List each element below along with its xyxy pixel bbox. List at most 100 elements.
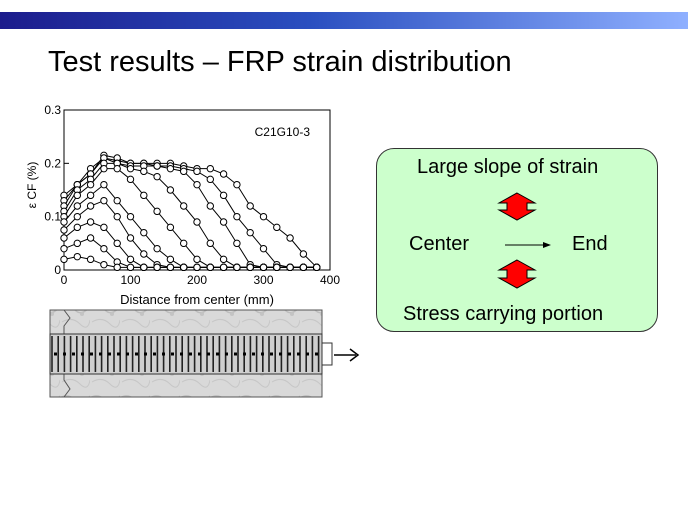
data-point xyxy=(206,175,215,184)
data-point xyxy=(73,202,82,210)
data-point xyxy=(233,263,241,272)
data-point xyxy=(166,223,175,232)
data-point xyxy=(140,263,148,272)
center-to-end-arrow-head xyxy=(543,242,551,248)
data-point xyxy=(153,207,161,216)
x-tick-label: 0 xyxy=(61,273,68,287)
data-point xyxy=(126,263,135,272)
data-point xyxy=(273,223,281,232)
x-axis-label: Distance from center (mm) xyxy=(120,292,274,307)
data-point xyxy=(219,263,228,272)
data-point xyxy=(86,180,95,189)
data-point xyxy=(233,180,241,189)
data-point xyxy=(126,175,135,184)
data-point xyxy=(206,164,215,173)
data-point xyxy=(180,167,188,176)
data-point xyxy=(86,234,95,242)
direction-arrow-head xyxy=(349,348,360,362)
data-point xyxy=(73,223,82,232)
y-axis-label: ε CF (%) xyxy=(25,162,39,209)
data-point xyxy=(206,263,215,272)
data-point xyxy=(86,202,95,210)
end-cap xyxy=(321,342,333,366)
data-point xyxy=(100,196,108,205)
y-tick-label: 0 xyxy=(54,263,61,277)
data-point xyxy=(153,162,161,170)
data-point xyxy=(113,263,121,272)
double-arrow-icon-2 xyxy=(497,259,537,289)
data-point xyxy=(113,196,121,205)
summary-panel xyxy=(376,148,658,332)
data-point xyxy=(140,191,148,200)
y-tick-label: 0.3 xyxy=(44,103,61,117)
data-point xyxy=(100,260,108,269)
data-point xyxy=(246,202,254,210)
data-point xyxy=(113,212,121,221)
data-point xyxy=(73,191,82,200)
data-point xyxy=(233,239,241,248)
data-point xyxy=(206,239,215,248)
series-10 xyxy=(60,252,321,272)
data-point xyxy=(126,255,135,264)
data-point xyxy=(166,186,175,194)
data-point xyxy=(219,170,228,178)
data-point xyxy=(126,212,135,221)
data-point xyxy=(193,167,201,176)
data-point xyxy=(126,234,135,242)
data-point xyxy=(180,239,188,248)
x-tick-label: 300 xyxy=(253,273,273,287)
data-point xyxy=(73,252,82,261)
data-point xyxy=(299,263,308,272)
data-point xyxy=(73,239,82,248)
data-point xyxy=(180,263,188,272)
data-point xyxy=(60,244,68,253)
data-point xyxy=(313,263,321,272)
data-point xyxy=(140,167,148,176)
data-point xyxy=(100,223,108,232)
data-point xyxy=(273,263,281,272)
data-point xyxy=(60,218,68,226)
data-point xyxy=(140,250,148,258)
data-point xyxy=(100,244,108,253)
data-point xyxy=(60,226,68,234)
data-point xyxy=(100,164,108,173)
data-point xyxy=(219,218,228,226)
x-tick-label: 400 xyxy=(320,273,340,287)
data-point xyxy=(233,212,241,221)
chart-annotation: C21G10-3 xyxy=(255,125,311,139)
double-arrow-icon xyxy=(497,192,537,221)
title-bar-gradient xyxy=(0,12,688,29)
data-point xyxy=(259,212,268,221)
data-point xyxy=(286,263,294,272)
data-point xyxy=(259,263,268,272)
data-point xyxy=(100,180,108,189)
panel-center-label: Center xyxy=(409,233,470,255)
data-point xyxy=(153,172,161,181)
data-point xyxy=(153,263,161,272)
panel-line-3: Stress carrying portion xyxy=(403,303,604,325)
data-point xyxy=(193,218,201,226)
data-point xyxy=(286,234,294,242)
data-point xyxy=(166,255,175,264)
data-point xyxy=(246,263,254,272)
data-point xyxy=(299,250,308,258)
panel-line-1: Large slope of strain xyxy=(417,156,599,178)
data-point xyxy=(193,263,201,272)
data-point xyxy=(86,255,95,264)
data-point xyxy=(180,202,188,210)
x-tick-label: 100 xyxy=(120,273,140,287)
data-point xyxy=(126,164,135,173)
y-tick-label: 0.2 xyxy=(44,156,61,170)
data-point xyxy=(60,234,68,242)
data-point xyxy=(140,228,148,237)
slide-title: Test results – FRP strain distribution xyxy=(48,46,512,78)
data-point xyxy=(73,212,82,221)
panel-end-label: End xyxy=(572,233,608,255)
data-point xyxy=(259,244,268,253)
data-point xyxy=(206,202,215,210)
y-tick-label: 0.1 xyxy=(44,210,61,224)
x-tick-label: 200 xyxy=(187,273,207,287)
